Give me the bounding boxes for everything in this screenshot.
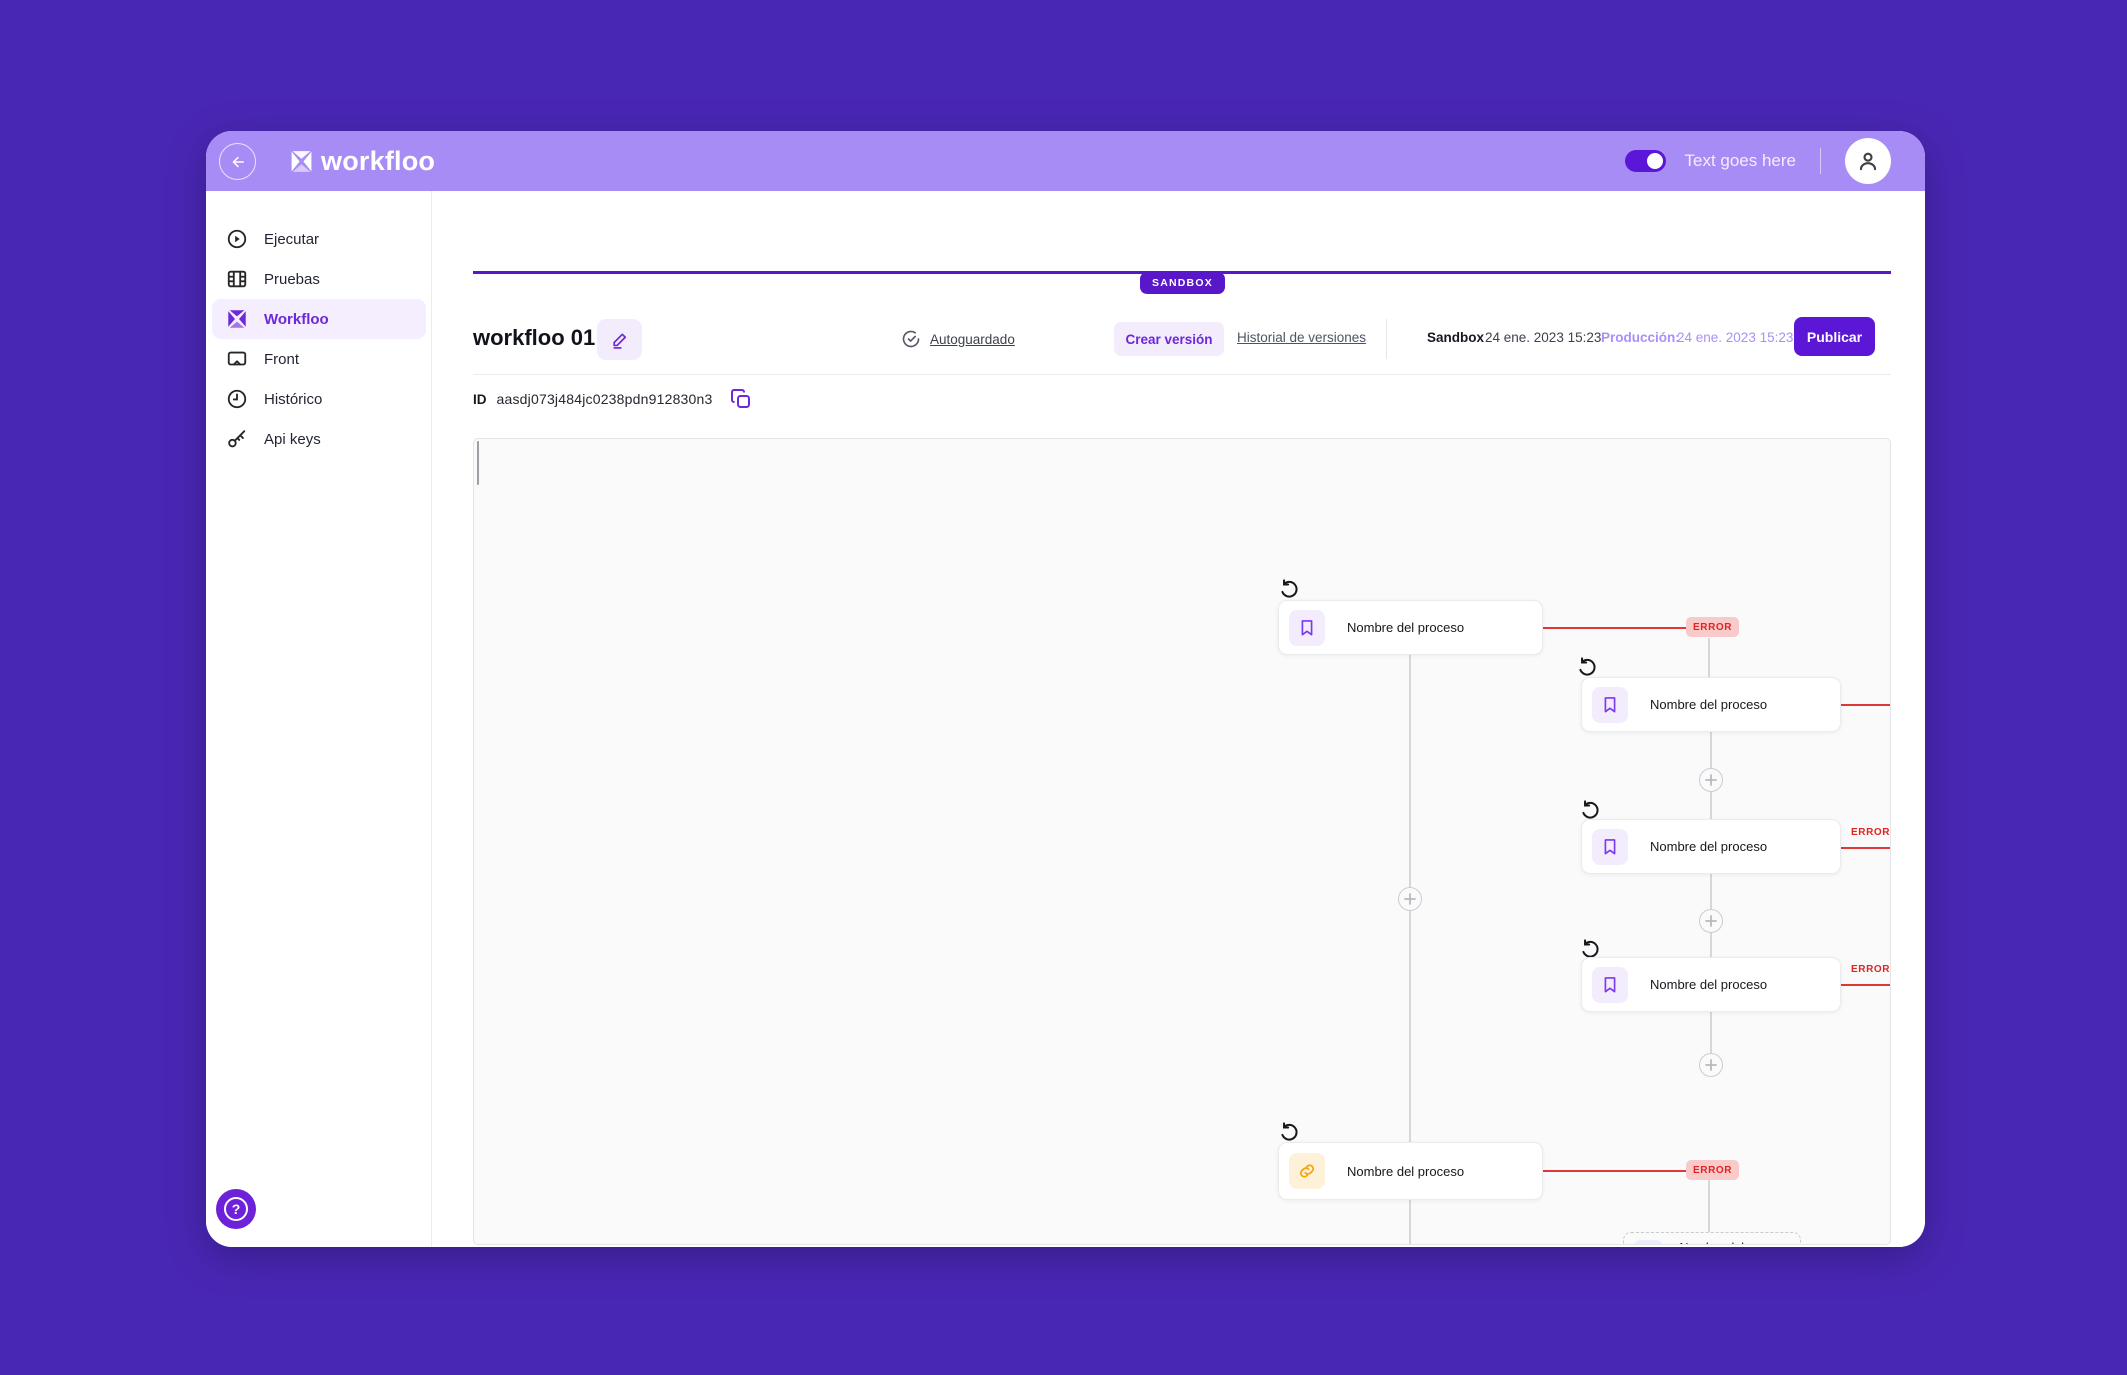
- workflow-node[interactable]: Nombre del proceso: [1581, 819, 1841, 874]
- header-divider: [1820, 148, 1821, 174]
- app-logo: workfloo: [289, 131, 435, 191]
- error-label: ERROR: [1851, 827, 1891, 838]
- sidebar-item-label: Front: [264, 350, 300, 368]
- workflow-node[interactable]: Nombre del proceso: [1278, 600, 1543, 655]
- connector-line: [1708, 638, 1710, 677]
- autosave-label: Autoguardado: [930, 331, 1015, 347]
- workfloo-icon: [226, 308, 248, 330]
- error-connector-line: [1841, 984, 1890, 986]
- film-icon: [226, 268, 248, 290]
- toolbar: workfloo 01 Autoguardado Crear versión H…: [473, 317, 1891, 365]
- error-badge: ERROR: [1686, 1160, 1740, 1180]
- retry-icon[interactable]: [1279, 1122, 1301, 1144]
- workflow-node[interactable]: Nombre del proceso: [1581, 957, 1841, 1012]
- node-label: Nombre del proceso: [1347, 1163, 1465, 1179]
- add-step-button[interactable]: [1699, 909, 1723, 933]
- sidebar-item-workfloo[interactable]: Workfloo: [212, 299, 426, 339]
- pencil-icon: [610, 330, 630, 350]
- clock-icon: [226, 388, 248, 410]
- retry-icon[interactable]: [1577, 657, 1599, 679]
- error-connector-line: [1841, 847, 1890, 849]
- error-badge: ERROR: [1686, 617, 1740, 637]
- app-logo-text: workfloo: [321, 145, 436, 176]
- sidebar-item-label: Pruebas: [264, 270, 320, 288]
- add-step-button[interactable]: [1699, 768, 1723, 792]
- sidebar-item-label: Ejecutar: [264, 230, 320, 248]
- canvas-scrollbar[interactable]: [477, 441, 479, 485]
- sidebar-item-label: Histórico: [264, 390, 323, 408]
- id-label: ID: [473, 391, 487, 407]
- check-circle-icon: [901, 329, 921, 349]
- connector-line: [1409, 1200, 1411, 1244]
- header-toggle[interactable]: [1625, 150, 1667, 172]
- back-button[interactable]: [219, 143, 256, 180]
- app-header: workfloo Text goes here: [206, 131, 1925, 191]
- error-connector-line: [1841, 704, 1890, 706]
- create-version-button[interactable]: Crear versión: [1114, 322, 1224, 356]
- app-window: workfloo Text goes here: [206, 131, 1925, 1247]
- sidebar-item-front[interactable]: Front: [212, 339, 426, 379]
- sidebar-item-label: Workfloo: [264, 310, 329, 328]
- play-circle-icon: [226, 228, 248, 250]
- sidebar: Ejecutar Pruebas: [206, 191, 432, 1247]
- error-connector-line: [1543, 1170, 1686, 1172]
- retry-icon[interactable]: [1279, 579, 1301, 601]
- workflow-id-row: ID aasdj073j484jc0238pdn912830n3: [473, 387, 753, 411]
- version-history-link[interactable]: Historial de versiones: [1237, 330, 1367, 345]
- sidebar-item-pruebas[interactable]: Pruebas: [212, 259, 426, 299]
- connector-line: [1708, 1179, 1710, 1232]
- key-icon: [226, 428, 248, 450]
- production-label: Producción:: [1601, 330, 1680, 345]
- node-label: Nombre del proceso: [1650, 839, 1768, 854]
- add-step-button[interactable]: [1398, 887, 1422, 911]
- bookmark-icon: [1289, 609, 1325, 646]
- workflow-canvas[interactable]: Nombre del proceso Nombre del proceso No…: [473, 438, 1891, 1245]
- bookmark-icon: [1592, 828, 1628, 865]
- add-step-button[interactable]: [1699, 1053, 1723, 1077]
- sandbox-env-date: 24 ene. 2023 15:23: [1485, 330, 1602, 345]
- sidebar-item-api-keys[interactable]: Api keys: [212, 419, 426, 459]
- sidebar-item-label: Api keys: [264, 430, 321, 448]
- link-icon: [1289, 1153, 1325, 1189]
- sidebar-item-historico[interactable]: Histórico: [212, 379, 426, 419]
- workflow-node[interactable]: Nombre del proceso: [1278, 1142, 1543, 1200]
- workflow-node[interactable]: Nombre del proceso: [1581, 677, 1841, 732]
- node-label: Nombre del proceso: [1679, 1241, 1790, 1244]
- node-label: Nombre del proceso: [1347, 620, 1465, 635]
- main-content: SANDBOX workfloo 01 Autoguardado Crear v…: [432, 191, 1925, 1247]
- node-label: Nombre del proceso: [1650, 977, 1768, 992]
- page-title: workfloo 01: [473, 325, 596, 350]
- person-icon: [1855, 148, 1881, 174]
- user-avatar[interactable]: [1845, 138, 1891, 184]
- node-label: Nombre del proceso: [1650, 697, 1768, 712]
- publish-button[interactable]: Publicar: [1794, 317, 1875, 356]
- sandbox-badge: SANDBOX: [1140, 272, 1225, 294]
- retry-icon[interactable]: [1580, 800, 1602, 822]
- sandbox-env-label: Sandbox: [1427, 330, 1485, 345]
- sidebar-item-ejecutar[interactable]: Ejecutar: [212, 219, 426, 259]
- question-icon: ?: [224, 1197, 248, 1221]
- autosave-status: Autoguardado: [901, 329, 1015, 349]
- help-button[interactable]: ?: [216, 1189, 256, 1229]
- anchor-icon: [1634, 1240, 1664, 1244]
- copy-icon[interactable]: [729, 387, 753, 411]
- error-connector-line: [1543, 627, 1686, 629]
- bookmark-icon: [1592, 966, 1628, 1003]
- header-toggle-label: Text goes here: [1684, 151, 1796, 170]
- production-date: 24 ene. 2023 15:23: [1677, 330, 1794, 345]
- arrow-left-icon: [229, 153, 247, 171]
- bookmark-icon: [1592, 686, 1628, 723]
- retry-icon[interactable]: [1580, 939, 1602, 961]
- workflow-node-anchor[interactable]: Nombre del proceso: [1623, 1232, 1801, 1244]
- screen-share-icon: [226, 348, 248, 370]
- error-label: ERROR: [1851, 964, 1891, 975]
- workfloo-logo-icon: [289, 149, 314, 174]
- id-value: aasdj073j484jc0238pdn912830n3: [496, 391, 713, 407]
- toolbar-divider: [1386, 319, 1387, 359]
- edit-title-button[interactable]: [597, 319, 642, 360]
- header-divider-line: [473, 374, 1891, 375]
